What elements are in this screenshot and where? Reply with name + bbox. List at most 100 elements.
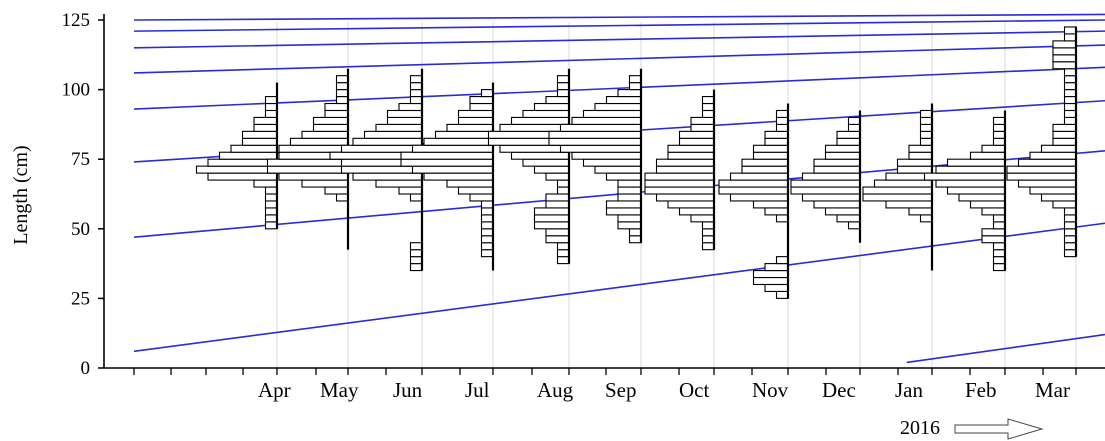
histogram-bar xyxy=(480,228,494,237)
histogram-bar xyxy=(655,165,715,174)
growth-curve-4 xyxy=(133,66,1105,110)
histogram-bar xyxy=(301,130,349,139)
histogram-jan xyxy=(862,103,934,271)
histogram-bar xyxy=(409,242,423,251)
histogram-bar xyxy=(324,102,349,112)
x-tick-label-jul: Jul xyxy=(465,378,490,402)
histogram-bar xyxy=(981,235,1006,244)
x-tick-label-mar: Mar xyxy=(1035,378,1070,402)
histogram-bar xyxy=(644,186,715,195)
histogram-bar xyxy=(545,193,570,202)
histogram-bar xyxy=(813,165,861,174)
histogram-bar xyxy=(1052,61,1077,70)
histogram-bar xyxy=(885,200,933,209)
histogram-bar xyxy=(571,116,642,125)
x-tick-label-nov: Nov xyxy=(752,378,789,402)
histogram-bar xyxy=(667,200,715,209)
histogram-bar xyxy=(218,151,278,160)
histogram-bar xyxy=(617,214,642,223)
histogram-bar xyxy=(340,144,423,153)
histogram-dec xyxy=(790,110,862,243)
histogram-bar xyxy=(533,165,570,174)
histogram-bar xyxy=(582,158,642,167)
histogram-bar xyxy=(775,290,789,299)
histogram-bar xyxy=(375,123,423,132)
histogram-bar xyxy=(1063,109,1077,118)
histogram-bar xyxy=(1063,228,1077,237)
histogram-bar xyxy=(617,89,642,98)
histogram-bar xyxy=(469,193,494,202)
histogram-bar xyxy=(335,89,349,98)
histogram-bar xyxy=(556,256,570,265)
histogram-bar xyxy=(690,116,715,125)
histogram-bar xyxy=(1029,186,1077,195)
histogram-bar xyxy=(363,130,423,139)
histogram-bar xyxy=(264,200,278,209)
histogram-bar xyxy=(701,109,715,118)
histogram-bar xyxy=(946,186,1006,195)
histogram-bar xyxy=(992,242,1006,251)
histogram-bar xyxy=(253,123,278,132)
histogram-bar xyxy=(253,116,278,125)
histogram-bar xyxy=(764,283,789,292)
histogram-bar xyxy=(1006,165,1077,174)
histogram-bar xyxy=(1063,214,1077,223)
histogram-bar xyxy=(480,207,494,216)
histogram-jun xyxy=(329,68,424,272)
histogram-bar xyxy=(434,130,494,139)
histogram-bar xyxy=(741,158,789,167)
histogram-bar xyxy=(752,151,789,160)
histogram-bar xyxy=(1063,96,1077,105)
histogram-bar xyxy=(398,102,423,112)
histogram-bar xyxy=(446,123,494,132)
y-tick-label: 0 xyxy=(81,358,91,379)
histogram-bar xyxy=(969,200,1006,209)
histogram-bar xyxy=(1052,40,1077,49)
growth-curve-5 xyxy=(133,44,1105,74)
histogram-bar xyxy=(409,89,423,98)
histogram-bar xyxy=(1052,137,1077,146)
histogram-bar xyxy=(409,193,423,202)
x-tick-label-aug: Aug xyxy=(537,378,574,402)
histogram-bar xyxy=(958,193,1006,202)
y-tick-label: 25 xyxy=(71,288,90,309)
histogram-bar xyxy=(409,96,423,105)
histogram-bar xyxy=(594,102,642,112)
histogram-bar xyxy=(992,249,1006,258)
histogram-bar xyxy=(862,193,933,202)
histogram-bar xyxy=(545,228,570,237)
histogram-bar xyxy=(1063,221,1077,230)
histogram-bar xyxy=(386,116,423,125)
histogram-bar xyxy=(919,123,933,132)
histogram-bar xyxy=(375,179,423,188)
histogram-bar xyxy=(1063,68,1077,77)
histogram-bar xyxy=(266,165,349,174)
x-tick-label-sep: Sep xyxy=(605,378,637,402)
histogram-bar xyxy=(644,172,715,181)
arrow-right-icon xyxy=(954,418,1044,440)
histogram-bar xyxy=(992,137,1006,146)
histogram-bar xyxy=(207,172,278,181)
histogram-bar xyxy=(1040,144,1077,153)
histogram-bar xyxy=(411,144,494,153)
histogram-bar xyxy=(324,109,349,118)
histogram-bar xyxy=(400,158,494,167)
histogram-bar xyxy=(352,172,423,181)
histogram-bar xyxy=(678,130,715,139)
histogram-bar xyxy=(1052,54,1077,63)
histogram-bar xyxy=(847,221,861,230)
histogram-bar xyxy=(545,235,570,244)
histogram-bar xyxy=(340,165,423,174)
histogram-bar xyxy=(457,116,494,125)
histogram-bar xyxy=(522,158,570,167)
x-tick-label-oct: Oct xyxy=(679,378,709,402)
histogram-bar xyxy=(278,172,349,181)
histogram-bar xyxy=(935,179,1006,188)
growth-curve-7 xyxy=(133,19,1105,32)
histogram-bar xyxy=(701,221,715,230)
x-tick-label-jan: Jan xyxy=(895,378,923,402)
histogram-bar xyxy=(919,214,933,223)
histogram-bar xyxy=(718,186,789,195)
histogram-bar xyxy=(678,137,715,146)
